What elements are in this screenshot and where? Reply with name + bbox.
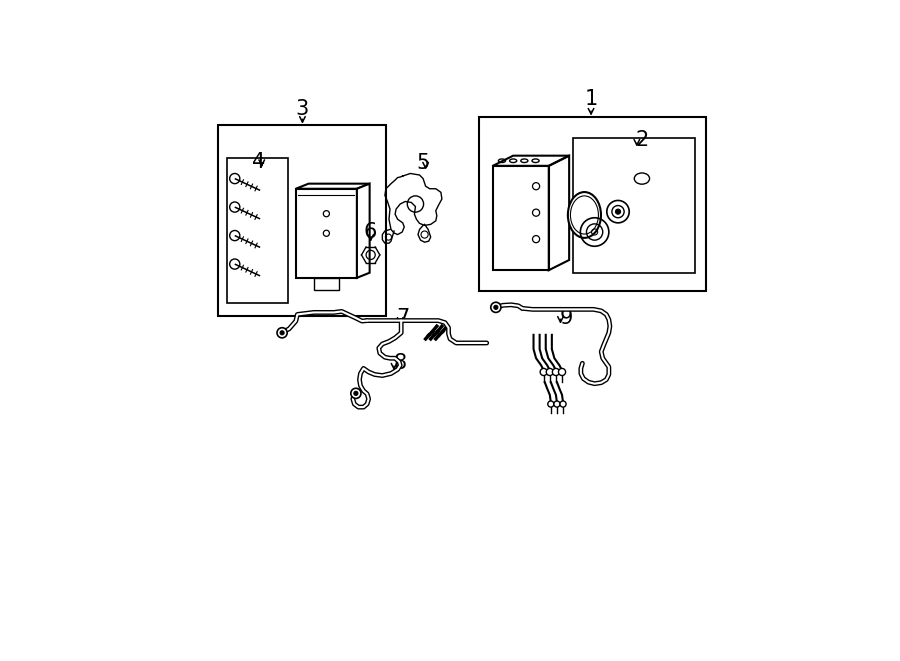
Text: 1: 1 bbox=[584, 89, 598, 108]
Circle shape bbox=[494, 305, 498, 309]
Circle shape bbox=[546, 368, 554, 375]
Circle shape bbox=[548, 401, 554, 407]
Circle shape bbox=[354, 391, 358, 395]
Circle shape bbox=[277, 328, 287, 338]
Polygon shape bbox=[357, 184, 370, 278]
Circle shape bbox=[560, 401, 566, 407]
Circle shape bbox=[553, 368, 560, 375]
Circle shape bbox=[554, 401, 560, 407]
Ellipse shape bbox=[568, 192, 601, 238]
Circle shape bbox=[559, 368, 565, 375]
Circle shape bbox=[616, 209, 621, 214]
Bar bbox=[218, 125, 386, 316]
Circle shape bbox=[491, 302, 501, 313]
Circle shape bbox=[540, 368, 547, 375]
Polygon shape bbox=[296, 184, 370, 189]
Text: 7: 7 bbox=[396, 307, 410, 327]
Text: 9: 9 bbox=[560, 307, 572, 327]
Bar bbox=[227, 158, 288, 303]
Text: 4: 4 bbox=[251, 152, 265, 173]
Text: 6: 6 bbox=[364, 222, 377, 242]
Circle shape bbox=[280, 330, 284, 335]
Polygon shape bbox=[313, 278, 339, 290]
Bar bbox=[479, 118, 706, 291]
Circle shape bbox=[351, 388, 361, 399]
Bar bbox=[573, 138, 696, 273]
Text: 3: 3 bbox=[296, 99, 309, 119]
Text: 5: 5 bbox=[417, 153, 429, 173]
Text: 8: 8 bbox=[393, 354, 407, 373]
Polygon shape bbox=[296, 189, 357, 278]
Text: 2: 2 bbox=[635, 130, 649, 151]
